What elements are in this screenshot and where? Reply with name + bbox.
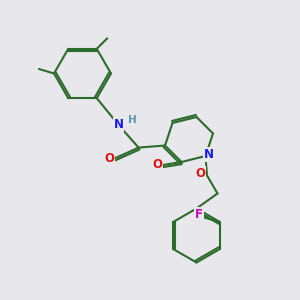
Text: F: F xyxy=(195,208,203,221)
Text: N: N xyxy=(204,148,214,161)
Text: N: N xyxy=(113,118,124,131)
Text: O: O xyxy=(195,167,206,180)
Text: O: O xyxy=(104,152,114,165)
Text: O: O xyxy=(152,158,163,171)
Text: H: H xyxy=(128,115,137,125)
